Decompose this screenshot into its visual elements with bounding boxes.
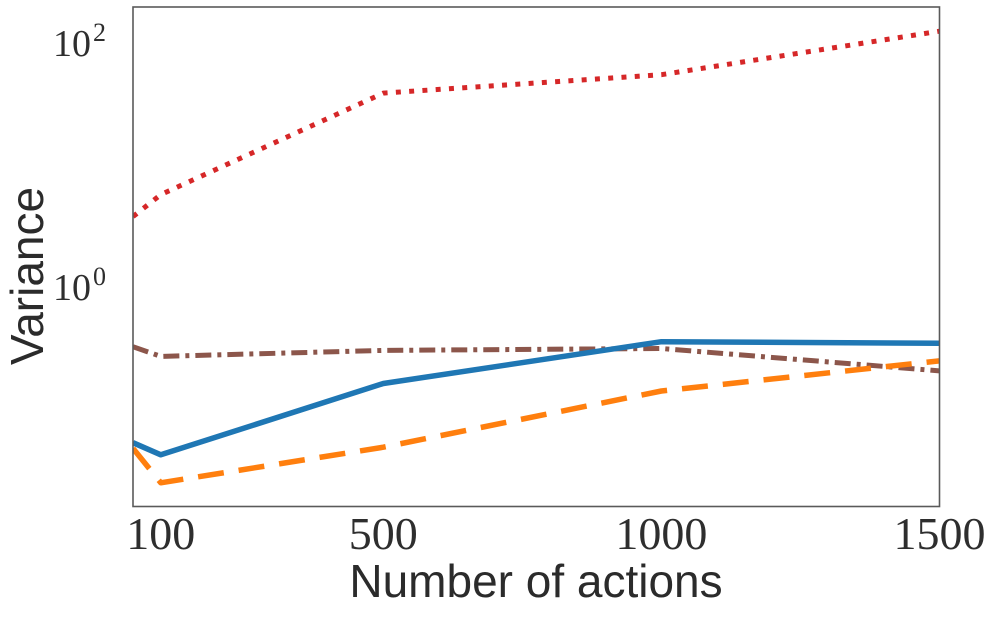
y-tick-exponent: 0 bbox=[93, 262, 106, 291]
series-line-orange-dashed bbox=[133, 358, 940, 486]
x-tick-label-100: 100 bbox=[126, 508, 196, 559]
x-tick-label-1500: 1500 bbox=[893, 508, 986, 559]
x-tick-label-500: 500 bbox=[348, 508, 418, 559]
y-tick-label-10e2: 102 bbox=[53, 20, 106, 65]
x-axis-label: Number of actions bbox=[349, 555, 723, 607]
y-tick-base: 10 bbox=[53, 23, 91, 65]
series-line-brown-dashdot bbox=[133, 344, 940, 374]
y-tick-label-10e0: 100 bbox=[53, 264, 106, 309]
y-tick-exponent: 2 bbox=[93, 18, 106, 47]
x-tick-label-1000: 1000 bbox=[615, 508, 708, 559]
axes-spines bbox=[132, 6, 941, 508]
series-line-red-dotted bbox=[133, 28, 940, 219]
y-axis-label: Variance bbox=[1, 186, 53, 366]
series-line-blue-solid bbox=[133, 338, 940, 458]
y-tick-base: 10 bbox=[53, 267, 91, 309]
